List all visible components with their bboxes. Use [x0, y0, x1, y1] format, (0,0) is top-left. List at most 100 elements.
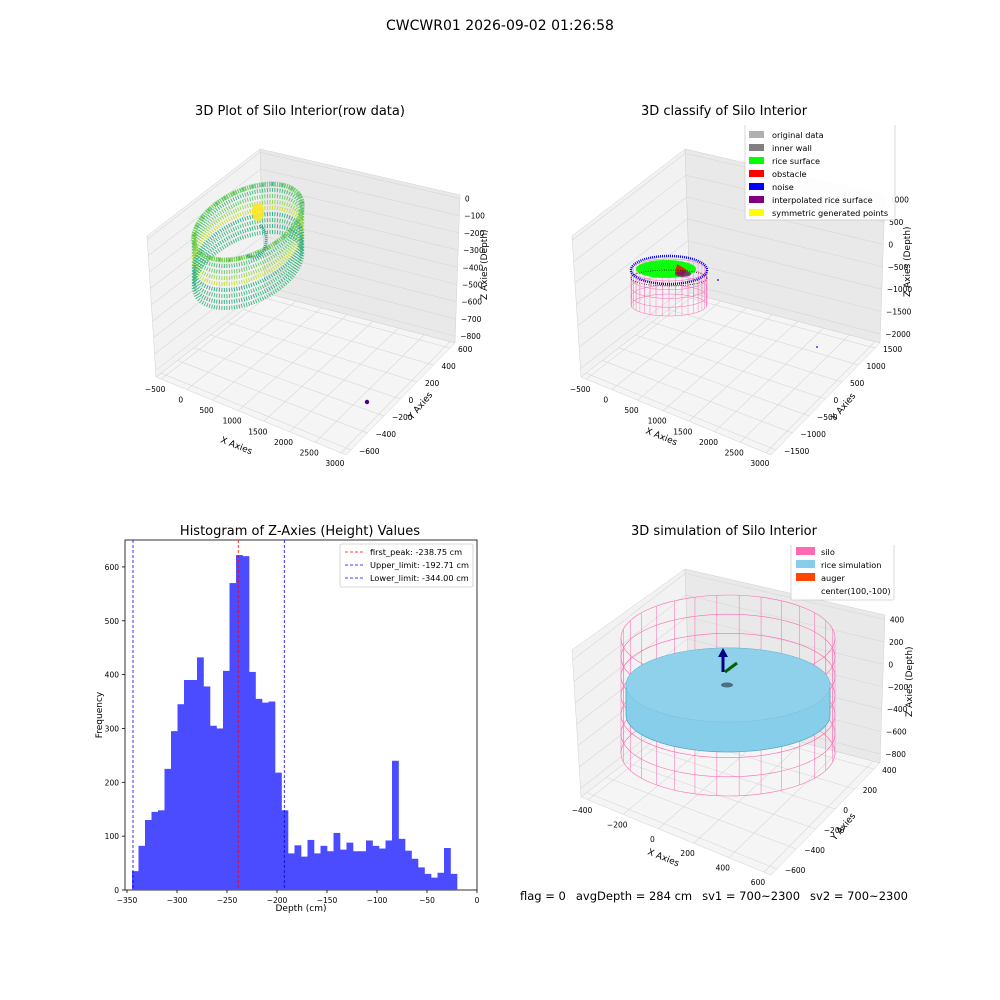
histogram-bar — [372, 845, 380, 890]
point-cloud-peak — [252, 203, 264, 221]
histogram-bar — [411, 858, 419, 890]
y-tick-label: −500 — [817, 413, 838, 422]
histogram-bar — [236, 555, 243, 890]
z-tick-label: 0 — [888, 240, 893, 249]
figure-title: CWCWR01 2026-09-02 01:26:58 — [386, 18, 614, 34]
histogram-bar — [171, 731, 178, 890]
outlier-point — [364, 399, 370, 405]
z-tick-label: −300 — [463, 246, 484, 255]
histogram-bar — [262, 702, 269, 890]
z-tick-label: −2000 — [885, 330, 911, 339]
noise-point — [816, 346, 818, 348]
point-cloud — [191, 181, 305, 310]
z-axis-label: Z Axies (Depth) — [903, 226, 913, 297]
histogram-bar — [437, 872, 445, 890]
x-tick-label: 2500 — [300, 448, 319, 457]
z-tick-label: 0 — [888, 660, 893, 669]
histogram-bar — [398, 838, 406, 890]
y-tick-label: 400 — [105, 671, 120, 680]
histogram-bar — [229, 583, 237, 890]
grid-line — [155, 286, 265, 371]
grid-line — [693, 742, 803, 844]
x-tick-label: 2000 — [699, 438, 718, 447]
grid-line — [573, 174, 687, 262]
x-tick-label: 500 — [199, 406, 214, 415]
legend-label: interpolated rice surface — [772, 195, 873, 205]
z-tick-label: −400 — [463, 263, 484, 272]
legend-label: symmetric generated points — [772, 208, 888, 218]
interpolated-area — [675, 271, 691, 277]
legend-swatch — [749, 131, 764, 138]
z-tick-label: −400 — [887, 705, 908, 714]
panel4-title: 3D simulation of Silo Interior — [631, 524, 817, 539]
histogram-bar — [158, 810, 165, 890]
y-tick-label: 200 — [863, 786, 878, 795]
grid-line — [686, 196, 884, 245]
histogram-bar — [255, 698, 263, 890]
histogram-bar — [418, 867, 425, 890]
grid-line — [618, 347, 810, 417]
legend-swatch — [749, 209, 764, 216]
x-tick-label: −400 — [572, 806, 593, 815]
x-tick-label: 1500 — [673, 427, 692, 436]
y-tick-label: −600 — [359, 447, 380, 456]
grid-line — [260, 152, 460, 199]
point-cloud-ring — [191, 224, 305, 304]
x-tick-label: 0 — [650, 835, 655, 844]
grid-line — [688, 262, 882, 312]
grid-line — [150, 202, 263, 289]
histogram-bar — [281, 810, 289, 890]
y-tick-label: 400 — [882, 766, 897, 775]
x-tick-label: 0 — [178, 396, 183, 405]
grid-line — [688, 240, 882, 290]
histogram-bar — [210, 725, 217, 890]
legend: silo rice simulation auger center(100,-100) — [790, 545, 895, 601]
x-tick-label: 1500 — [248, 427, 267, 436]
avg-depth-text: avgDepth = 284 cm — [575, 889, 693, 903]
z-tick-label: −800 — [885, 750, 906, 759]
legend-swatch — [796, 560, 815, 568]
z-tick-label: −1000 — [887, 285, 913, 294]
histogram-bar — [333, 832, 341, 890]
y-tick-label: 300 — [105, 724, 120, 733]
histogram-bar — [301, 856, 308, 890]
z-tick-label: −500 — [462, 280, 483, 289]
y-tick-label: 0 — [409, 396, 414, 405]
x-tick-label: 1000 — [223, 417, 242, 426]
histogram-bar — [145, 820, 152, 890]
x-tick-label: −150 — [317, 896, 338, 905]
z-tick-label: 400 — [890, 615, 905, 624]
legend-label: noise — [772, 182, 794, 192]
legend-label: center(100,-100) — [821, 586, 891, 596]
x-tick-label: 3000 — [325, 459, 344, 468]
y-tick-label: −400 — [804, 846, 825, 855]
point-cloud-inner — [245, 223, 268, 259]
panel1-title: 3D Plot of Silo Interior(row data) — [195, 104, 405, 119]
histogram-bar — [223, 670, 230, 890]
grid-line — [574, 616, 687, 704]
point-cloud-rim — [191, 181, 305, 263]
legend: original data inner wall rice surface obsta… — [744, 125, 896, 221]
x-axis-label: Depth (cm) — [275, 904, 326, 914]
panel3-histogram: −350 −300 −250 −200 −150 −100 −50 0 0 100 200 300 40… — [95, 539, 480, 914]
z-tick-label: −100 — [464, 212, 485, 221]
grid-line — [651, 321, 843, 383]
silo-ring — [630, 285, 708, 308]
panel2-3d-plot: −500050010001500200025003000−1500−1000−5… — [570, 125, 913, 468]
point-cloud-ring — [191, 230, 305, 310]
legend-label: rice simulation — [821, 560, 881, 570]
grid-line — [684, 296, 876, 349]
grid-line — [264, 269, 456, 320]
z-tick-label: 1000 — [890, 195, 909, 204]
y-tick-label: −1500 — [784, 447, 810, 456]
legend-swatch — [749, 170, 764, 177]
silo-ring — [630, 293, 708, 317]
y-tick-label: 500 — [850, 379, 865, 388]
noise-ring — [629, 254, 709, 286]
grid-line — [606, 777, 797, 850]
legend-label: first_peak: -238.75 cm — [370, 547, 462, 557]
x-tick-label: −200 — [267, 896, 288, 905]
y-tick-label: 500 — [105, 617, 120, 626]
histogram-bar — [314, 853, 321, 890]
legend-label: original data — [772, 130, 824, 140]
